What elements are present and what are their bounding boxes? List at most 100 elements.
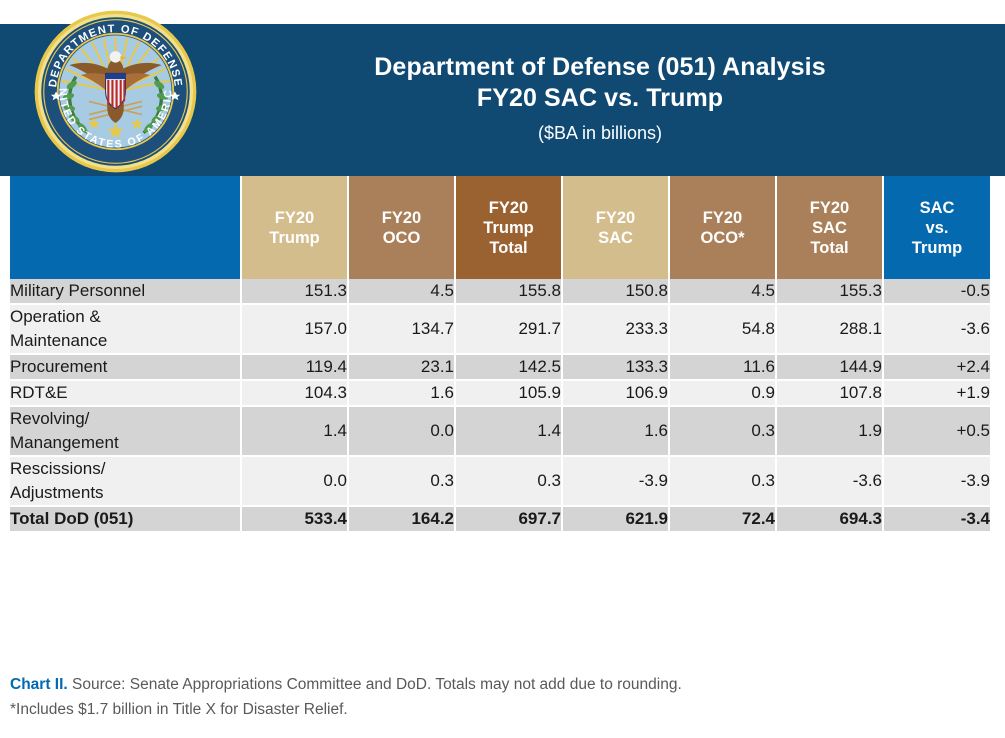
cell-value-total: 621.9 <box>562 506 670 531</box>
cell-value: 23.1 <box>348 354 456 381</box>
dod-analysis-table: FY20 Trump FY20 OCO FY20 Trump Total FY2… <box>10 176 990 531</box>
cell-value: 0.3 <box>669 456 777 507</box>
table-row: Military Personnel 151.3 4.5 155.8 150.8… <box>10 279 990 305</box>
footer-notes: Chart II. Source: Senate Appropriations … <box>10 672 990 722</box>
row-label-line: Total DoD (051) <box>10 509 134 528</box>
footer-source-text: Source: Senate Appropriations Committee … <box>67 676 682 693</box>
header-line: vs. <box>925 218 949 237</box>
cell-value: 0.0 <box>241 456 349 507</box>
cell-value: 11.6 <box>669 354 777 381</box>
table-row: RDT&E 104.3 1.6 105.9 106.9 0.9 107.8 +1… <box>10 380 990 407</box>
row-label: Military Personnel <box>10 279 242 305</box>
table-row-total: Total DoD (051) 533.4 164.2 697.7 621.9 … <box>10 506 990 531</box>
column-header-sac-vs-trump: SAC vs. Trump <box>883 176 990 279</box>
cell-value: +0.5 <box>883 406 990 457</box>
dod-seal-icon: DEPARTMENT OF DEFENSE UNITED STATES OF A… <box>28 0 198 174</box>
row-label: Rescissions/ Adjustments <box>10 456 242 507</box>
page-subtitle: ($BA in billions) <box>537 123 663 143</box>
cell-value: -3.6 <box>776 456 884 507</box>
cell-value: -3.9 <box>883 456 990 507</box>
row-label-line: Manangement <box>10 433 119 452</box>
column-header-category <box>10 176 242 279</box>
row-label-line: Rescissions/ <box>10 459 106 478</box>
row-label-line: Revolving/ <box>10 409 90 428</box>
cell-value: 0.3 <box>455 456 563 507</box>
column-header-fy20-trump: FY20 Trump <box>241 176 349 279</box>
cell-value: 1.4 <box>455 406 563 457</box>
cell-value: -3.9 <box>562 456 670 507</box>
chart-label: Chart II. <box>10 676 68 693</box>
title-block: Department of Defense (051) Analysis FY2… <box>220 24 980 176</box>
cell-value-total: 164.2 <box>348 506 456 531</box>
cell-value: 1.6 <box>348 380 456 407</box>
header-line: FY20 <box>595 208 636 227</box>
table-header-row: FY20 Trump FY20 OCO FY20 Trump Total FY2… <box>10 176 990 279</box>
cell-value: 1.9 <box>776 406 884 457</box>
cell-value: 133.3 <box>562 354 670 381</box>
cell-value-total: 533.4 <box>241 506 349 531</box>
row-label: Revolving/ Manangement <box>10 406 242 457</box>
header-line: Total <box>489 238 528 257</box>
column-header-fy20-sac: FY20 SAC <box>562 176 670 279</box>
cell-value: 291.7 <box>455 304 563 355</box>
cell-value: 233.3 <box>562 304 670 355</box>
row-label-line: RDT&E <box>10 383 68 402</box>
cell-value: 155.3 <box>776 279 884 305</box>
header-line: FY20 <box>274 208 315 227</box>
page-title-line-2: FY20 SAC vs. Trump <box>476 84 724 112</box>
cell-value-total: 697.7 <box>455 506 563 531</box>
table-row: Procurement 119.4 23.1 142.5 133.3 11.6 … <box>10 354 990 381</box>
cell-value: +1.9 <box>883 380 990 407</box>
table-body: Military Personnel 151.3 4.5 155.8 150.8… <box>10 279 990 531</box>
cell-value: 1.6 <box>562 406 670 457</box>
cell-value: 150.8 <box>562 279 670 305</box>
header-line: FY20 <box>809 198 850 217</box>
header-line: Total <box>810 238 849 257</box>
cell-value: 106.9 <box>562 380 670 407</box>
cell-value-total: -3.4 <box>883 506 990 531</box>
row-label-line: Procurement <box>10 357 108 376</box>
footer-source-line: Chart II. Source: Senate Appropriations … <box>10 672 990 697</box>
cell-value: 107.8 <box>776 380 884 407</box>
row-label-line: Military Personnel <box>10 281 146 300</box>
column-header-fy20-trump-total: FY20 Trump Total <box>455 176 563 279</box>
footer-note-line: *Includes $1.7 billion in Title X for Di… <box>10 701 348 718</box>
cell-value: 104.3 <box>241 380 349 407</box>
cell-value: -0.5 <box>883 279 990 305</box>
row-label: Procurement <box>10 354 242 381</box>
cell-value: +2.4 <box>883 354 990 381</box>
header-line: FY20 <box>381 208 422 227</box>
row-label: RDT&E <box>10 380 242 407</box>
header-line: FY20 <box>488 198 529 217</box>
header-line: SAC <box>598 228 633 247</box>
cell-value: 4.5 <box>348 279 456 305</box>
column-header-fy20-oco: FY20 OCO <box>348 176 456 279</box>
header-line: Trump <box>269 228 320 247</box>
cell-value: 119.4 <box>241 354 349 381</box>
header-line: Trump <box>483 218 534 237</box>
header-line: OCO* <box>700 228 745 247</box>
row-label-line: Maintenance <box>10 331 108 350</box>
row-label-line: Operation & <box>10 307 101 326</box>
table-row: Operation & Maintenance 157.0 134.7 291.… <box>10 304 990 355</box>
cell-value: 0.3 <box>669 406 777 457</box>
cell-value: 0.3 <box>348 456 456 507</box>
cell-value: -3.6 <box>883 304 990 355</box>
cell-value: 142.5 <box>455 354 563 381</box>
cell-value: 155.8 <box>455 279 563 305</box>
page-title-line-1: Department of Defense (051) Analysis <box>374 53 826 81</box>
row-label-line: Adjustments <box>10 483 104 502</box>
cell-value: 105.9 <box>455 380 563 407</box>
cell-value: 288.1 <box>776 304 884 355</box>
header-line: FY20 <box>702 208 743 227</box>
table-header: FY20 Trump FY20 OCO FY20 Trump Total FY2… <box>10 176 990 279</box>
header-line: OCO <box>382 228 421 247</box>
cell-value: 0.9 <box>669 380 777 407</box>
cell-value: 151.3 <box>241 279 349 305</box>
table-row: Revolving/ Manangement 1.4 0.0 1.4 1.6 0… <box>10 406 990 457</box>
header-line: SAC <box>919 198 955 217</box>
cell-value: 144.9 <box>776 354 884 381</box>
row-label-total: Total DoD (051) <box>10 506 242 531</box>
header-line: SAC <box>812 218 847 237</box>
cell-value-total: 694.3 <box>776 506 884 531</box>
